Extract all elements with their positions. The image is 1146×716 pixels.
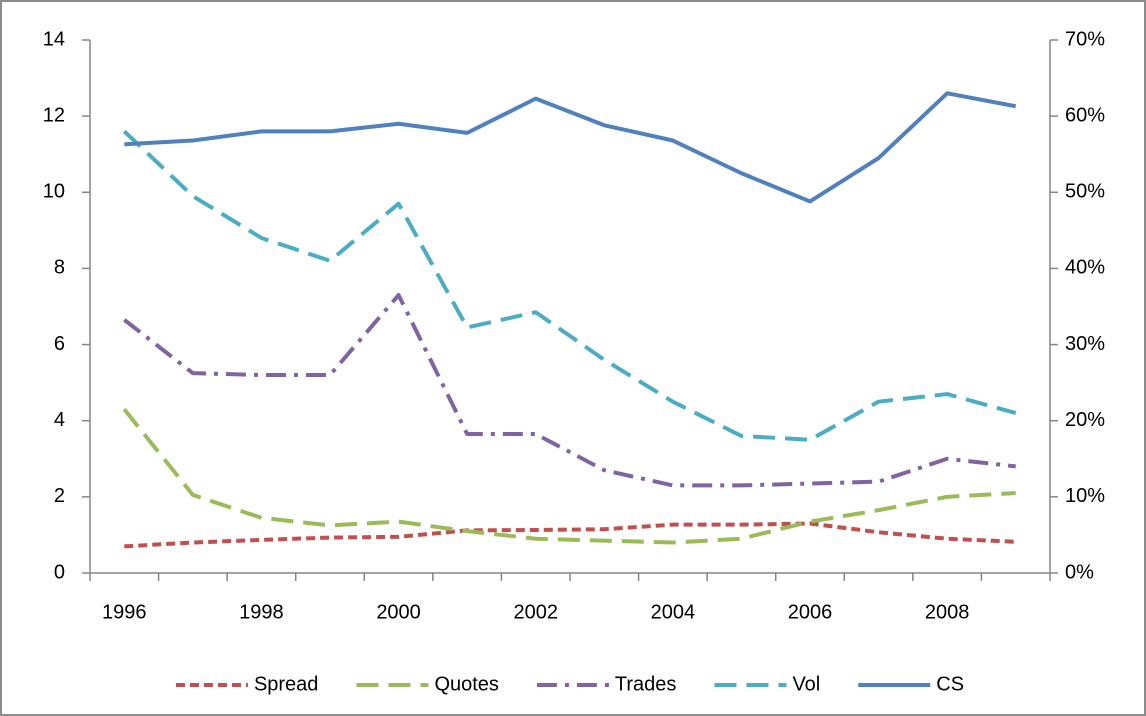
x-tick-label: 2006: [788, 601, 833, 623]
legend-label: Quotes: [434, 673, 498, 695]
y2-tick-label: 70%: [1065, 28, 1105, 50]
y2-tick-label: 30%: [1065, 333, 1105, 355]
y2-tick-label: 40%: [1065, 257, 1105, 279]
x-tick-label: 2004: [651, 601, 696, 623]
y2-tick-label: 50%: [1065, 181, 1105, 203]
x-tick-label: 1998: [239, 601, 284, 623]
y-tick-label: 12: [43, 104, 65, 126]
y-tick-label: 2: [54, 485, 65, 507]
series-line: [122, 129, 1017, 442]
legend-label: Spread: [254, 673, 319, 695]
y2-tick-label: 20%: [1065, 409, 1105, 431]
y2-tick-label: 0%: [1065, 561, 1094, 583]
x-tick-label: 1996: [102, 601, 147, 623]
legend-label: CS: [936, 673, 964, 695]
series-line: [124, 521, 1016, 549]
x-tick-label: 2008: [925, 601, 970, 623]
y-tick-label: 10: [43, 181, 65, 203]
y-tick-label: 4: [54, 409, 65, 431]
series-line: [123, 293, 1016, 488]
legend-label: Vol: [792, 673, 820, 695]
y-tick-label: 14: [43, 28, 65, 50]
x-tick-label: 2002: [513, 601, 558, 623]
y-tick-label: 6: [54, 333, 65, 355]
y2-tick-label: 10%: [1065, 485, 1105, 507]
x-tick-label: 2000: [376, 601, 421, 623]
y-tick-label: 8: [54, 257, 65, 279]
series-line: [122, 408, 1016, 545]
y-tick-label: 0: [54, 561, 65, 583]
legend-label: Trades: [615, 673, 677, 695]
y2-tick-label: 60%: [1065, 104, 1105, 126]
series-line: [124, 91, 1017, 204]
